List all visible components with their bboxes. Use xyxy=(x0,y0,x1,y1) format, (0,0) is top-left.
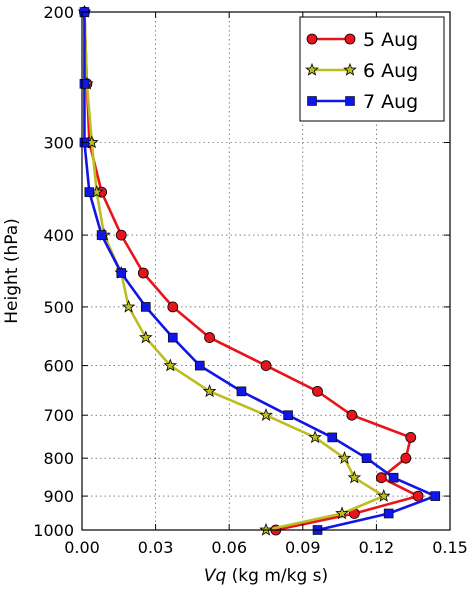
data-point-7-aug xyxy=(79,79,90,89)
data-point-7-aug xyxy=(383,508,394,519)
legend: 5 Aug 6 Aug 7 Aug xyxy=(299,16,445,122)
y-tick-label: 400 xyxy=(43,226,74,245)
data-point-6-aug xyxy=(308,430,322,444)
data-point-7-aug xyxy=(116,268,127,278)
data-point-7-aug xyxy=(283,410,293,421)
data-point-5-aug xyxy=(137,267,149,279)
data-point-7-aug xyxy=(96,230,107,240)
data-point-5-aug xyxy=(400,452,412,464)
data-point-5-aug xyxy=(312,385,323,397)
x-tick-label: 0.00 xyxy=(64,538,100,557)
legend-entry-5-aug: 5 Aug xyxy=(306,29,418,51)
data-point-6-aug xyxy=(138,330,153,344)
data-point-6-aug xyxy=(163,358,178,372)
data-point-7-aug xyxy=(140,302,151,312)
data-point-7-aug xyxy=(84,187,95,197)
y-tick-label: 700 xyxy=(43,406,74,425)
legend-label: 5 Aug xyxy=(363,29,418,51)
legend-marker xyxy=(305,62,319,76)
data-point-6-aug xyxy=(347,470,362,484)
data-point-6-aug xyxy=(259,408,273,421)
data-point-6-aug xyxy=(337,451,352,464)
y-tick-label: 1000 xyxy=(33,521,74,540)
legend-marker xyxy=(344,33,356,45)
x-tick-label: 0.12 xyxy=(359,538,395,557)
legend-label: 6 Aug xyxy=(363,60,418,82)
data-point-5-aug xyxy=(260,360,272,371)
axis-ticks: 0.00 0.03 0.06 0.09 0.12 0.15 200 300 400 500 600 7… xyxy=(33,3,468,557)
data-point-6-aug xyxy=(202,384,217,398)
data-point-5-aug xyxy=(412,490,424,502)
data-point-7-aug xyxy=(327,432,338,443)
data-point-5-aug xyxy=(375,472,387,484)
data-point-5-aug xyxy=(405,432,417,443)
data-point-6-aug xyxy=(376,488,391,502)
legend-label: 7 Aug xyxy=(363,91,418,113)
series-group xyxy=(77,4,441,536)
legend-marker xyxy=(343,62,357,76)
legend-marker xyxy=(345,96,355,106)
data-point-5-aug xyxy=(115,229,127,241)
x-axis-variable: Vq xyxy=(204,566,227,586)
legend-entry-7-aug: 7 Aug xyxy=(307,91,418,113)
data-point-7-aug xyxy=(236,386,247,397)
x-tick-label: 0.15 xyxy=(432,538,468,557)
y-tick-label: 600 xyxy=(43,357,74,376)
x-tick-label: 0.09 xyxy=(285,538,321,557)
data-point-7-aug xyxy=(430,491,441,501)
y-tick-label: 800 xyxy=(43,449,74,468)
data-point-5-aug xyxy=(204,332,215,343)
data-point-5-aug xyxy=(346,409,358,421)
data-point-6-aug xyxy=(121,299,136,313)
y-tick-label: 900 xyxy=(43,487,74,506)
y-tick-label: 300 xyxy=(43,133,74,152)
y-axis-label: Height (hPa) xyxy=(2,218,22,324)
data-point-7-aug xyxy=(361,453,372,463)
data-point-7-aug xyxy=(194,360,205,371)
x-axis-label: Vq (kg m/kg s) xyxy=(204,566,328,586)
plot-frame xyxy=(81,11,451,531)
x-tick-label: 0.03 xyxy=(138,538,174,557)
data-point-6-aug xyxy=(335,506,349,520)
data-point-7-aug xyxy=(167,332,178,343)
data-point-5-aug xyxy=(167,301,179,313)
x-axis-units: (kg m/kg s) xyxy=(226,566,328,586)
y-tick-label: 500 xyxy=(43,298,74,317)
legend-entry-6-aug: 6 Aug xyxy=(305,60,418,82)
y-tick-label: 200 xyxy=(43,3,74,22)
data-point-7-aug xyxy=(388,472,399,483)
legend-marker xyxy=(306,33,318,45)
x-tick-label: 0.06 xyxy=(211,538,247,557)
legend-marker xyxy=(307,96,317,106)
